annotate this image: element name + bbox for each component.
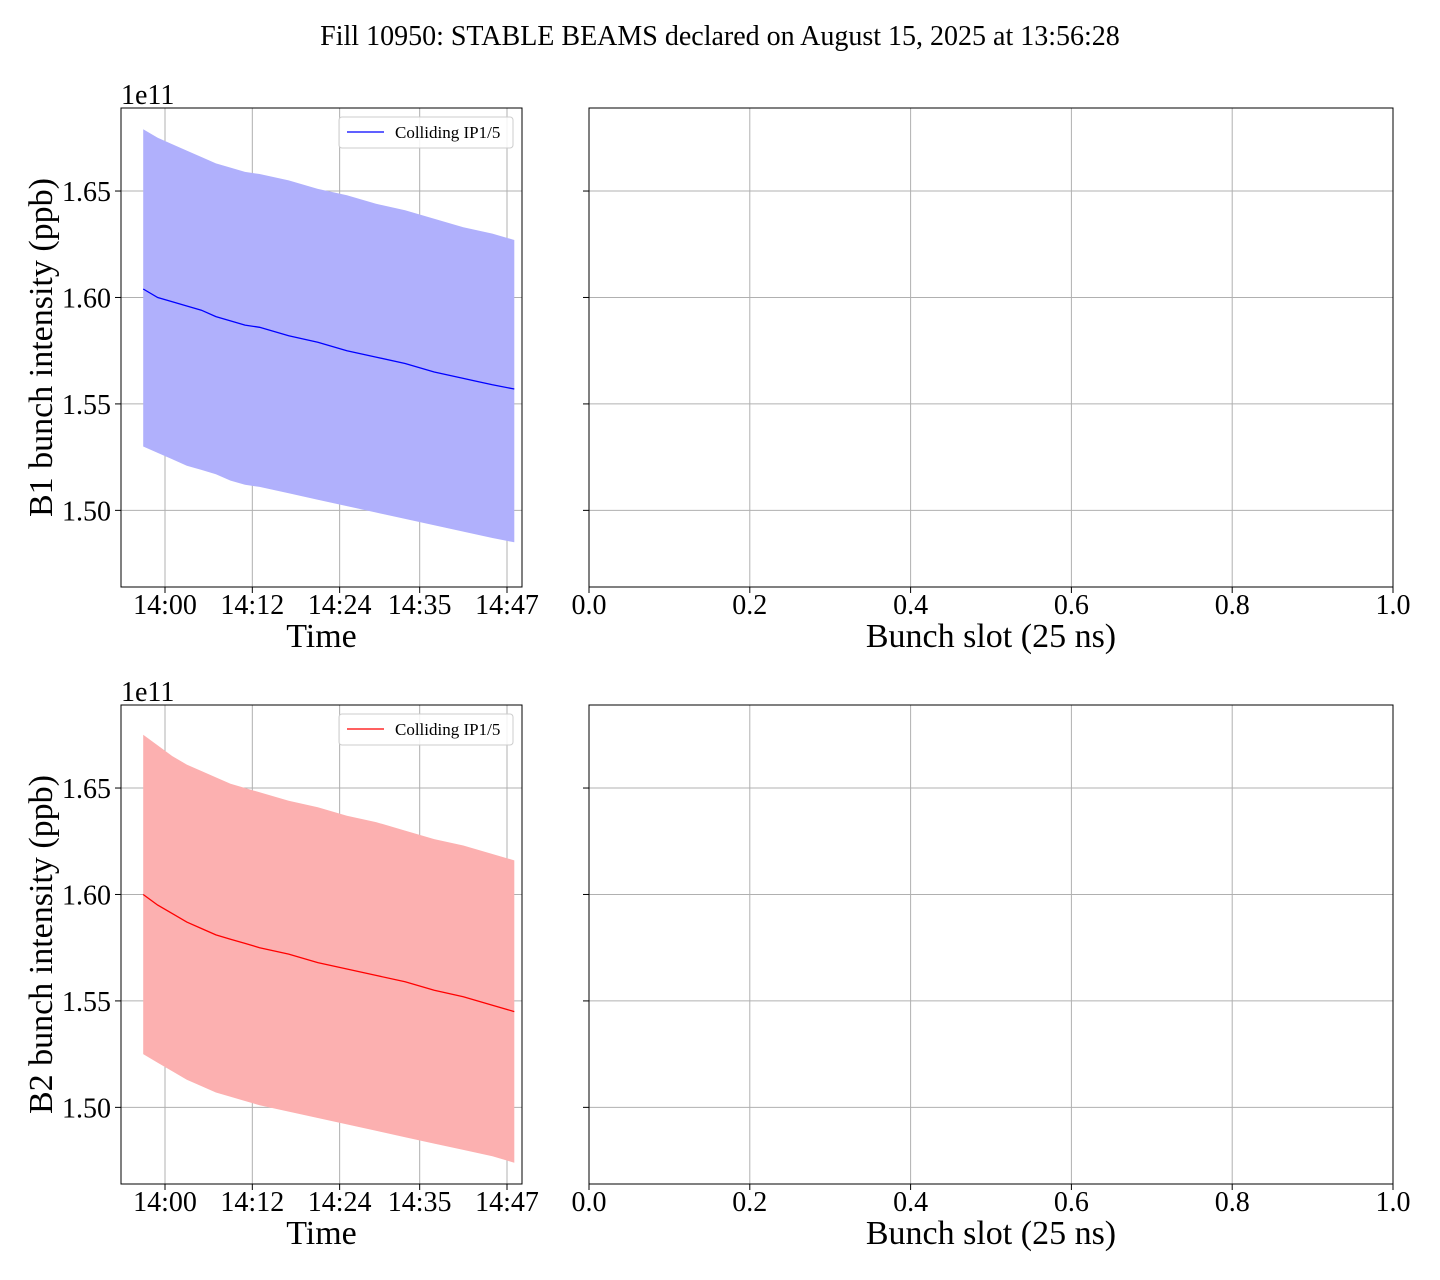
y-offset-label: 1e11 [121, 80, 174, 111]
y-tick-label: 1.65 [62, 177, 111, 208]
x-tick-label: 14:12 [220, 1187, 284, 1218]
y-tick-label: 1.65 [62, 774, 111, 805]
x-tick-label: 0.4 [893, 1187, 928, 1218]
y-tick-label: 1.55 [62, 987, 111, 1018]
series-line [142, 893, 515, 1013]
x-axis-label: Time [286, 618, 357, 655]
x-axis-label: Bunch slot (25 ns) [866, 618, 1116, 655]
x-tick-label: 14:35 [388, 590, 452, 621]
x-tick-label: 14:24 [308, 1187, 372, 1218]
y-offset-label: 1e11 [121, 677, 174, 708]
axes-frame [588, 704, 1394, 1185]
series-band [143, 734, 515, 1163]
panel-1: 14:00 14:12 14:24 14:35 14:47 1.50 1.55 1.60 1.6… [23, 80, 539, 655]
x-tick-label: 1.0 [1376, 1187, 1411, 1218]
figure-title: Fill 10950: STABLE BEAMS declared on Aug… [320, 21, 1120, 52]
x-tick-label: 14:00 [133, 1187, 197, 1218]
y-tick-label: 1.50 [62, 1093, 111, 1124]
x-tick-label: 0.6 [1054, 590, 1089, 621]
x-tick-label: 0.0 [572, 1187, 607, 1218]
panel-4: 0.0 0.2 0.4 0.6 0.8 1.0 Bunch slot (25 ns) [572, 704, 1411, 1252]
y-tick-label: 1.50 [62, 496, 111, 527]
panel-2: 0.0 0.2 0.4 0.6 0.8 1.0 Bunch slot (25 ns) [572, 107, 1411, 655]
x-tick-label: 0.8 [1215, 590, 1250, 621]
legend-label: Colliding IP1/5 [395, 123, 500, 142]
x-tick-label: 1.0 [1376, 590, 1411, 621]
axes-frame [120, 107, 523, 588]
axes-frame [588, 107, 1394, 588]
legend-box [338, 713, 514, 746]
x-tick-label: 0.8 [1215, 1187, 1250, 1218]
x-axis-label: Bunch slot (25 ns) [866, 1215, 1116, 1252]
x-tick-label: 14:00 [133, 590, 197, 621]
y-axis-label: B2 bunch intensity (ppb) [23, 775, 60, 1114]
y-tick-label: 1.55 [62, 390, 111, 421]
series-line [142, 288, 515, 390]
x-tick-label: 14:47 [475, 1187, 539, 1218]
x-axis-label: Time [286, 1215, 357, 1252]
y-tick-label: 1.60 [62, 880, 111, 911]
x-tick-label: 0.0 [572, 590, 607, 621]
series-band [143, 129, 515, 543]
panel-3: 14:00 14:12 14:24 14:35 14:47 1.50 1.55 1.60 1.6… [23, 677, 539, 1252]
y-tick-label: 1.60 [62, 283, 111, 314]
x-tick-label: 14:24 [308, 590, 372, 621]
legend: Colliding IP1/5 [338, 713, 514, 746]
legend: Colliding IP1/5 [338, 116, 514, 149]
x-tick-label: 0.4 [893, 590, 928, 621]
legend-box [338, 116, 514, 149]
y-axis-label: B1 bunch intensity (ppb) [23, 178, 60, 517]
x-tick-label: 14:12 [220, 590, 284, 621]
panels: 14:00 14:12 14:24 14:35 14:47 1.50 1.55 1.60 1.6… [23, 80, 1411, 1252]
legend-label: Colliding IP1/5 [395, 720, 500, 739]
x-tick-label: 0.2 [732, 590, 767, 621]
x-tick-label: 0.2 [732, 1187, 767, 1218]
x-tick-label: 14:47 [475, 590, 539, 621]
x-tick-label: 0.6 [1054, 1187, 1089, 1218]
axes-frame [120, 704, 523, 1185]
x-tick-label: 14:35 [388, 1187, 452, 1218]
